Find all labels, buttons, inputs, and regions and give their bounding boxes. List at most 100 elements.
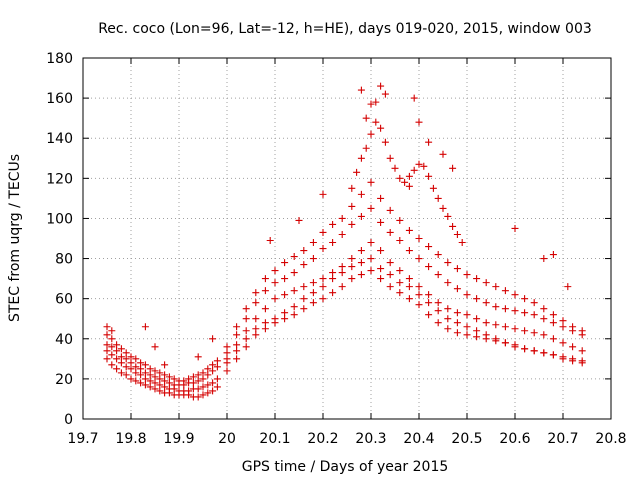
data-point <box>290 303 298 311</box>
data-point <box>540 349 548 357</box>
data-point <box>252 331 260 339</box>
data-point <box>261 305 269 313</box>
data-point <box>199 383 207 391</box>
data-point <box>223 349 231 357</box>
y-tick-label: 120 <box>46 171 73 187</box>
data-point <box>213 375 221 383</box>
data-point <box>132 369 140 377</box>
data-point <box>189 379 197 387</box>
data-point <box>357 212 365 220</box>
data-point <box>521 327 529 335</box>
data-point <box>405 275 413 283</box>
data-point <box>156 387 164 395</box>
x-tick-label: 20 <box>218 431 236 447</box>
data-point <box>377 194 385 202</box>
data-point <box>425 311 433 319</box>
data-point <box>405 247 413 255</box>
data-point <box>161 377 169 385</box>
data-point <box>141 375 149 383</box>
data-point <box>396 174 404 182</box>
data-point <box>444 279 452 287</box>
y-tick-label: 0 <box>64 412 73 428</box>
data-point <box>137 379 145 387</box>
data-point <box>473 327 481 335</box>
data-point <box>453 319 461 327</box>
y-axis-label: STEC from uqrg / TECUs <box>7 154 23 322</box>
data-point <box>415 291 423 299</box>
data-point <box>415 301 423 309</box>
data-point <box>425 263 433 271</box>
data-point <box>386 154 394 162</box>
data-point <box>271 295 279 303</box>
data-point <box>233 341 241 349</box>
data-point <box>348 275 356 283</box>
data-point <box>242 315 250 323</box>
data-point <box>357 154 365 162</box>
data-point <box>281 275 289 283</box>
data-point <box>386 271 394 279</box>
data-point <box>444 315 452 323</box>
data-point <box>377 124 385 132</box>
data-point <box>290 311 298 319</box>
data-point <box>329 289 337 297</box>
data-point <box>367 130 375 138</box>
x-tick-label: 20.2 <box>307 431 338 447</box>
data-point <box>425 291 433 299</box>
data-point <box>113 347 121 355</box>
data-point <box>271 279 279 287</box>
data-point <box>511 291 519 299</box>
data-point <box>141 323 149 331</box>
data-point <box>444 259 452 267</box>
data-point <box>204 389 212 397</box>
data-point <box>377 82 385 90</box>
data-point <box>151 379 159 387</box>
data-point <box>530 299 538 307</box>
data-point <box>549 319 557 327</box>
x-tick-label: 20.3 <box>355 431 386 447</box>
data-point <box>348 220 356 228</box>
data-point <box>396 289 404 297</box>
data-point <box>103 331 111 339</box>
data-point <box>425 172 433 180</box>
data-point <box>137 359 145 367</box>
data-point <box>377 247 385 255</box>
data-point <box>252 325 260 333</box>
data-point <box>377 218 385 226</box>
data-point <box>338 283 346 291</box>
data-point <box>117 369 125 377</box>
data-point <box>127 375 135 383</box>
data-point <box>209 367 217 375</box>
data-point <box>367 267 375 275</box>
x-tick-label: 19.7 <box>67 431 98 447</box>
data-point <box>473 315 481 323</box>
data-point <box>540 331 548 339</box>
data-point <box>233 331 241 339</box>
data-point <box>261 275 269 283</box>
data-point <box>410 166 418 174</box>
data-point <box>415 118 423 126</box>
data-point <box>194 393 202 401</box>
data-point <box>161 383 169 391</box>
x-tick-label: 19.9 <box>163 431 194 447</box>
data-point <box>348 184 356 192</box>
data-point <box>357 271 365 279</box>
y-tick-label: 40 <box>55 332 73 348</box>
data-point <box>367 239 375 247</box>
data-point <box>252 315 260 323</box>
data-point <box>194 377 202 385</box>
data-point <box>309 279 317 287</box>
data-point <box>204 371 212 379</box>
data-point <box>319 295 327 303</box>
data-point <box>434 271 442 279</box>
data-point <box>501 287 509 295</box>
data-point <box>156 375 164 383</box>
data-point <box>357 259 365 267</box>
data-point <box>113 365 121 373</box>
data-point <box>151 385 159 393</box>
data-point <box>199 375 207 383</box>
data-point <box>108 343 116 351</box>
data-point <box>242 305 250 313</box>
data-point <box>415 235 423 242</box>
data-point <box>511 307 519 315</box>
data-point <box>281 259 289 267</box>
